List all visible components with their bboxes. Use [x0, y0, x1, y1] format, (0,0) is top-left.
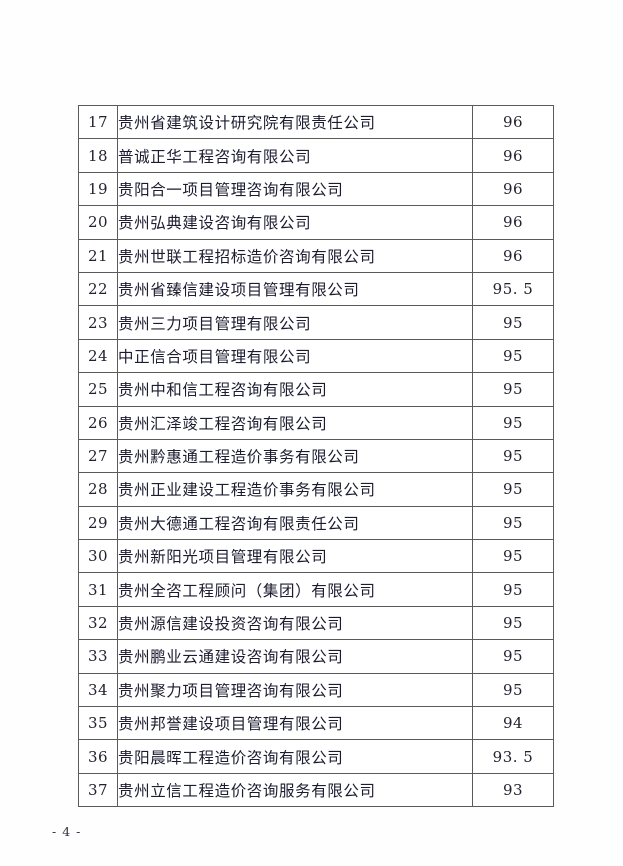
cell-score: 95	[472, 672, 554, 708]
table-row: 18 普诚正华工程咨询有限公司 96	[78, 138, 554, 173]
cell-rank: 29	[78, 505, 118, 541]
cell-company-name: 贵州黔惠通工程造价事务有限公司	[117, 438, 473, 474]
cell-rank: 32	[78, 605, 118, 641]
table-row: 17 贵州省建筑设计研究院有限责任公司 96	[78, 104, 554, 140]
table-row: 29 贵州大德通工程咨询有限责任公司 95	[78, 505, 554, 541]
cell-company-name: 贵州立信工程造价咨询服务有限公司	[117, 772, 473, 808]
cell-company-name: 贵州世联工程招标造价咨询有限公司	[117, 238, 473, 273]
cell-rank: 17	[78, 104, 118, 140]
table-row: 21 贵州世联工程招标造价咨询有限公司 96	[78, 238, 554, 273]
cell-score: 94	[472, 706, 554, 741]
cell-rank: 27	[78, 438, 118, 474]
table-row: 24 中正信合项目管理有限公司 95	[78, 338, 554, 374]
cell-company-name: 普诚正华工程咨询有限公司	[117, 138, 473, 173]
cell-company-name: 贵州正业建设工程造价事务有限公司	[117, 472, 473, 507]
table-row: 20 贵州弘典建设咨询有限公司 96	[78, 205, 554, 240]
table-row: 26 贵州汇泽竣工程咨询有限公司 95	[78, 405, 554, 440]
cell-company-name: 贵州汇泽竣工程咨询有限公司	[117, 405, 473, 440]
cell-score: 95	[472, 472, 554, 507]
cell-rank: 20	[78, 205, 118, 240]
cell-company-name: 贵州新阳光项目管理有限公司	[117, 539, 473, 574]
cell-score: 96	[472, 171, 554, 207]
cell-company-name: 贵阳晨晖工程造价咨询有限公司	[117, 739, 473, 774]
cell-rank: 25	[78, 372, 118, 407]
table-row: 34 贵州聚力项目管理咨询有限公司 95	[78, 672, 554, 708]
cell-score: 96	[472, 138, 554, 173]
cell-score: 96	[472, 104, 554, 140]
cell-rank: 23	[78, 305, 118, 340]
ranking-table: 17 贵州省建筑设计研究院有限责任公司 96 18 普诚正华工程咨询有限公司 96 19 贵阳…	[78, 104, 554, 808]
cell-score: 95	[472, 405, 554, 440]
cell-company-name: 贵州大德通工程咨询有限责任公司	[117, 505, 473, 541]
cell-score: 95	[472, 372, 554, 407]
cell-company-name: 贵阳合一项目管理咨询有限公司	[117, 171, 473, 207]
cell-company-name: 贵州省臻信建设项目管理有限公司	[117, 271, 473, 307]
table-row: 27 贵州黔惠通工程造价事务有限公司 95	[78, 438, 554, 474]
cell-rank: 22	[78, 271, 118, 307]
table-row: 31 贵州全咨工程顾问（集团）有限公司 95	[78, 572, 554, 607]
cell-score: 93	[472, 772, 554, 808]
cell-rank: 24	[78, 338, 118, 374]
cell-company-name: 中正信合项目管理有限公司	[117, 338, 473, 374]
cell-score: 95	[472, 639, 554, 674]
table-row: 36 贵阳晨晖工程造价咨询有限公司 93. 5	[78, 739, 554, 774]
page-number-footer: - 4 -	[52, 824, 82, 839]
cell-score: 95	[472, 438, 554, 474]
cell-score: 95. 5	[472, 271, 554, 307]
table-row: 22 贵州省臻信建设项目管理有限公司 95. 5	[78, 271, 554, 307]
cell-score: 96	[472, 205, 554, 240]
cell-company-name: 贵州聚力项目管理咨询有限公司	[117, 672, 473, 708]
cell-score: 95	[472, 605, 554, 641]
cell-rank: 31	[78, 572, 118, 607]
cell-company-name: 贵州省建筑设计研究院有限责任公司	[117, 104, 473, 140]
cell-rank: 37	[78, 772, 118, 808]
cell-score: 95	[472, 338, 554, 374]
cell-score: 95	[472, 572, 554, 607]
cell-rank: 34	[78, 672, 118, 708]
table-row: 19 贵阳合一项目管理咨询有限公司 96	[78, 171, 554, 207]
cell-score: 95	[472, 539, 554, 574]
table-row: 32 贵州源信建设投资咨询有限公司 95	[78, 605, 554, 641]
table-row: 30 贵州新阳光项目管理有限公司 95	[78, 539, 554, 574]
cell-rank: 19	[78, 171, 118, 207]
table-row: 33 贵州鹏业云通建设咨询有限公司 95	[78, 639, 554, 674]
cell-company-name: 贵州中和信工程咨询有限公司	[117, 372, 473, 407]
cell-company-name: 贵州弘典建设咨询有限公司	[117, 205, 473, 240]
table-row: 28 贵州正业建设工程造价事务有限公司 95	[78, 472, 554, 507]
table-row: 23 贵州三力项目管理有限公司 95	[78, 305, 554, 340]
cell-rank: 30	[78, 539, 118, 574]
cell-rank: 26	[78, 405, 118, 440]
cell-company-name: 贵州三力项目管理有限公司	[117, 305, 473, 340]
cell-score: 95	[472, 505, 554, 541]
cell-score: 96	[472, 238, 554, 273]
cell-company-name: 贵州邦誉建设项目管理有限公司	[117, 706, 473, 741]
cell-rank: 33	[78, 639, 118, 674]
cell-company-name: 贵州鹏业云通建设咨询有限公司	[117, 639, 473, 674]
table-row: 37 贵州立信工程造价咨询服务有限公司 93	[78, 772, 554, 808]
cell-rank: 35	[78, 706, 118, 741]
cell-score: 93. 5	[472, 739, 554, 774]
cell-rank: 28	[78, 472, 118, 507]
cell-rank: 36	[78, 739, 118, 774]
cell-rank: 21	[78, 238, 118, 273]
cell-rank: 18	[78, 138, 118, 173]
table-row: 25 贵州中和信工程咨询有限公司 95	[78, 372, 554, 407]
cell-company-name: 贵州全咨工程顾问（集团）有限公司	[117, 572, 473, 607]
table-row: 35 贵州邦誉建设项目管理有限公司 94	[78, 706, 554, 741]
cell-company-name: 贵州源信建设投资咨询有限公司	[117, 605, 473, 641]
cell-score: 95	[472, 305, 554, 340]
ranking-table-body: 17 贵州省建筑设计研究院有限责任公司 96 18 普诚正华工程咨询有限公司 96 19 贵阳…	[78, 104, 554, 808]
